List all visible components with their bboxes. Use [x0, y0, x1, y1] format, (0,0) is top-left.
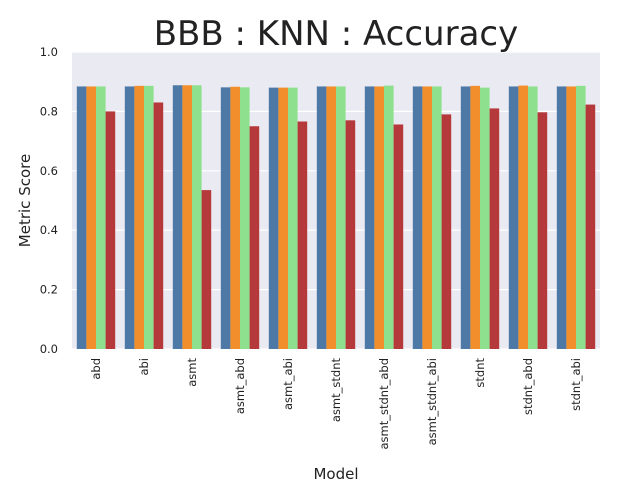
x-tick-labels: abd abi asmt asmt_abd asmt_abi asmt_stdnt asmt…	[89, 358, 583, 450]
bar-stdnt_abd-s2	[528, 86, 538, 350]
x-tick-label: stdnt	[473, 358, 487, 388]
bar-asmt-s2	[192, 85, 202, 349]
bar-stdnt-s2	[480, 87, 490, 349]
bar-abi-s1	[134, 85, 144, 349]
bars	[76, 85, 596, 350]
y-tick-label: 0.0	[40, 342, 58, 356]
bar-stdnt-s1	[470, 85, 480, 349]
chart-title: BBB : KNN : Accuracy	[154, 14, 519, 54]
y-tick-label: 1.0	[40, 45, 58, 59]
bar-stdnt-s3	[489, 108, 500, 350]
y-tick-label: 0.4	[40, 223, 58, 237]
bar-asmt-s0	[172, 85, 183, 349]
x-tick-label: abd	[89, 358, 103, 380]
bar-abd-s1	[86, 86, 96, 350]
x-tick-label: stdnt_abi	[569, 358, 583, 411]
bar-asmt-s3	[201, 190, 212, 349]
bar-asmt_stdnt-s0	[316, 86, 327, 350]
bar-asmt_abi-s2	[288, 87, 298, 349]
x-tick-label: asmt_stdnt_abd	[377, 358, 391, 450]
bar-stdnt_abd-s3	[537, 112, 548, 349]
bar-asmt_stdnt-s2	[336, 86, 346, 350]
y-axis-label: Metric Score	[16, 154, 34, 247]
bar-asmt_stdnt-s3	[345, 120, 356, 349]
bar-asmt_abi-s3	[297, 121, 308, 349]
x-axis-label: Model	[313, 465, 358, 483]
y-tick-label: 0.6	[40, 164, 58, 178]
bar-asmt_stdnt_abi-s0	[412, 86, 423, 350]
x-tick-label: stdnt_abd	[521, 358, 535, 415]
bar-abd-s2	[96, 86, 106, 350]
bar-asmt_stdnt-s1	[326, 86, 336, 350]
x-tick-label: asmt_abd	[233, 358, 247, 414]
bar-asmt_abd-s1	[230, 86, 240, 350]
bar-abi-s3	[153, 102, 164, 350]
bar-asmt_abi-s1	[278, 87, 288, 349]
y-tick-label: 0.2	[40, 283, 58, 297]
bar-stdnt_abd-s0	[508, 86, 519, 350]
x-tick-label: asmt_abi	[281, 358, 295, 410]
y-tick-labels: 0.0 0.2 0.4 0.6 0.8 1.0	[40, 45, 58, 356]
bar-abi-s2	[144, 85, 154, 349]
bar-abd-s0	[76, 86, 87, 350]
bar-asmt-s1	[182, 85, 192, 349]
x-tick-label: asmt_stdnt_abi	[425, 358, 439, 445]
bar-stdnt_abi-s0	[556, 86, 567, 350]
bar-asmt_stdnt_abi-s2	[432, 86, 442, 350]
bar-asmt_abi-s0	[268, 87, 279, 349]
bar-asmt_stdnt_abd-s0	[364, 86, 375, 350]
bar-abi-s0	[124, 86, 135, 350]
bar-asmt_abd-s3	[249, 126, 260, 349]
bar-asmt_stdnt_abi-s3	[441, 114, 452, 350]
bar-asmt_stdnt_abd-s2	[384, 85, 394, 349]
bar-asmt_stdnt_abd-s1	[374, 86, 384, 350]
bar-abd-s3	[105, 111, 116, 350]
y-tick-label: 0.8	[40, 104, 58, 118]
bar-asmt_abd-s2	[240, 87, 250, 349]
bar-stdnt_abi-s2	[576, 85, 586, 349]
bar-stdnt-s0	[460, 86, 471, 350]
bar-stdnt_abd-s1	[518, 85, 528, 349]
bar-asmt_stdnt_abi-s1	[422, 86, 432, 350]
x-tick-label: asmt	[185, 358, 199, 387]
bar-asmt_stdnt_abd-s3	[393, 124, 404, 349]
bar-stdnt_abi-s1	[566, 86, 576, 350]
bar-asmt_abd-s0	[220, 87, 231, 349]
x-tick-label: abi	[137, 358, 151, 376]
bar-stdnt_abi-s3	[585, 104, 596, 349]
x-tick-label: asmt_stdnt	[329, 358, 343, 423]
